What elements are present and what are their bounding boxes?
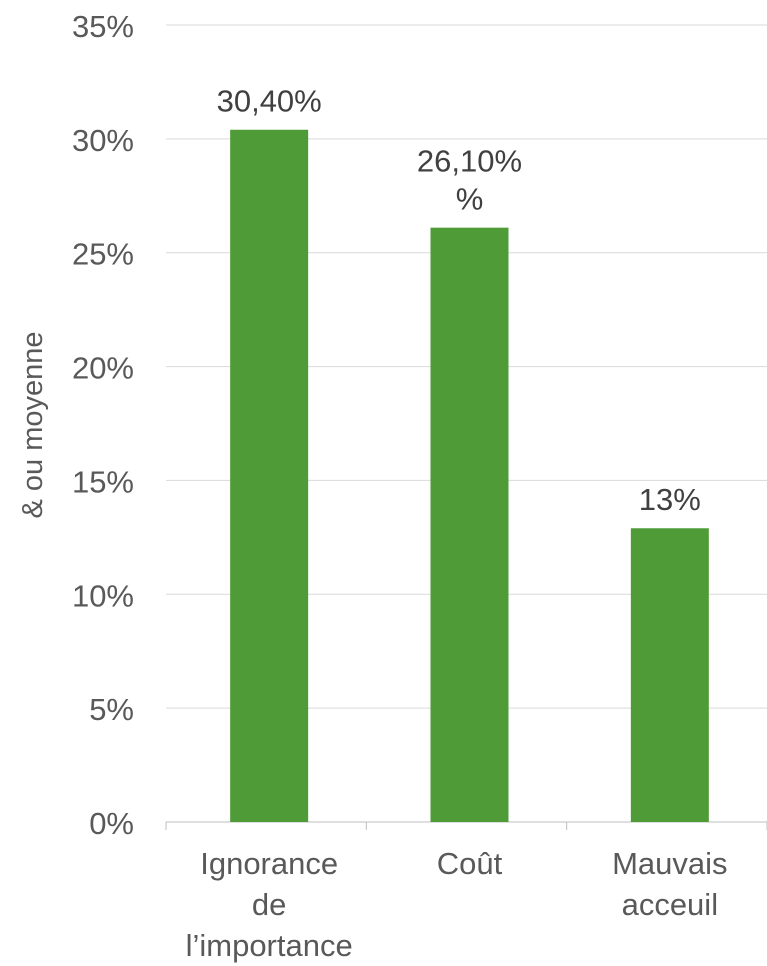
bar <box>230 129 309 823</box>
x-category-label-line: Coût <box>437 846 503 881</box>
y-tick-label: 30% <box>72 123 134 158</box>
x-category-label-line: Ignorance <box>200 846 338 881</box>
y-tick-label: 35% <box>72 9 134 44</box>
x-category-label: Mauvais acceuil <box>612 846 727 922</box>
y-tick-label: 5% <box>89 692 134 727</box>
y-tick-label: 20% <box>72 351 134 386</box>
y-tick-label: 10% <box>72 578 134 613</box>
x-category-label-line: de <box>252 887 286 922</box>
data-label-line: % <box>456 182 484 217</box>
bar <box>630 528 709 822</box>
data-label: 30,40% <box>217 84 322 119</box>
data-label-line: 13% <box>639 482 701 517</box>
y-tick-label: 0% <box>89 806 134 841</box>
y-tick-label: 25% <box>72 237 134 272</box>
x-category-label-line: l’importance <box>186 928 353 963</box>
data-label: 26,10%% <box>417 144 522 217</box>
x-category-label: Ignorance de l’importance <box>186 846 353 963</box>
data-label: 13% <box>639 482 701 517</box>
y-tick-label: 15% <box>72 464 134 499</box>
y-axis-title: & ou moyenne <box>17 331 49 518</box>
x-category-label: Coût <box>437 846 503 881</box>
data-label-line: 30,40% <box>217 84 322 119</box>
x-category-label-line: acceuil <box>622 887 719 922</box>
x-category-label-line: Mauvais <box>612 846 727 881</box>
data-label-line: 26,10% <box>417 144 522 179</box>
bar <box>430 227 509 822</box>
